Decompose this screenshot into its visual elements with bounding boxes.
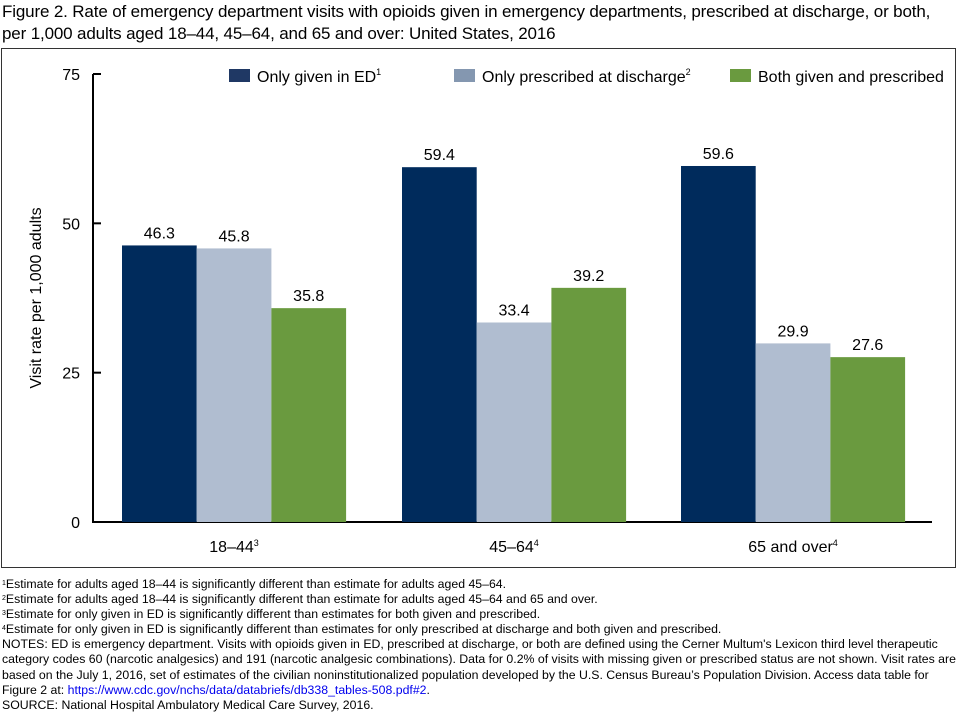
footnote-text: Estimate for adults aged 18–44 is signif…: [5, 592, 598, 607]
footnote-1: 1Estimate for adults aged 18–44 is signi…: [2, 577, 958, 592]
footnotes: 1Estimate for adults aged 18–44 is signi…: [2, 577, 958, 637]
x-tick-label: 45–644: [489, 538, 539, 556]
legend-label: Only prescribed at discharge2: [482, 67, 691, 86]
footnote-3: 3Estimate for only given in ED is signif…: [2, 607, 958, 622]
y-tick-label: 75: [62, 67, 80, 84]
x-tick-label: 18–443: [209, 538, 259, 556]
footnote-2: 2Estimate for adults aged 18–44 is signi…: [2, 592, 958, 607]
data-label: 59.6: [703, 146, 734, 163]
footnote-marker: 2: [2, 595, 6, 603]
footnote-marker: 3: [2, 610, 6, 618]
notes-text: NOTES: ED is emergency department. Visit…: [2, 637, 956, 697]
data-label: 29.9: [777, 323, 808, 340]
footnote-marker: 1: [2, 580, 6, 587]
legend-swatch: [229, 69, 250, 82]
bar: [551, 287, 627, 522]
notes-link-after: .: [426, 682, 430, 697]
chart-frame: [1, 48, 956, 568]
footnote-4: 4Estimate for only given in ED is signif…: [2, 622, 958, 637]
legend-swatch: [730, 69, 751, 82]
data-table-link[interactable]: https://www.cdc.gov/nchs/data/databriefs…: [67, 682, 427, 697]
bar: [402, 167, 477, 522]
bar: [755, 343, 831, 522]
y-tick-label: 50: [62, 216, 80, 233]
y-tick-label: 0: [71, 515, 80, 532]
legend-label: Both given and prescribed: [758, 69, 944, 86]
data-label: 27.6: [852, 337, 883, 354]
data-labels: 46.3 59.4 59.6 45.8 33.4 29.9 35.8 39.2 27.6: [144, 146, 884, 354]
bar: [196, 248, 272, 522]
x-tick-label: 65 and over4: [748, 538, 838, 556]
bar: [122, 245, 197, 522]
source-text: SOURCE: National Hospital Ambulatory Med…: [2, 697, 374, 712]
bar: [681, 165, 756, 523]
bar: [830, 357, 906, 522]
bars: [122, 165, 906, 523]
footnote-marker: 4: [2, 625, 6, 633]
notes-section: 1Estimate for adults aged 18–44 is signi…: [2, 577, 958, 713]
y-tick-label: 25: [62, 366, 80, 383]
footnote-text: Estimate for only given in ED is signifi…: [5, 622, 722, 637]
y-axis-label: Visit rate per 1,000 adults: [28, 207, 45, 388]
legend-item: Only given in ED1: [229, 67, 381, 86]
legend: Only given in ED1 Only prescribed at disc…: [229, 67, 944, 86]
legend-item: Only prescribed at discharge2: [454, 67, 691, 86]
footnote-text: Estimate for adults aged 18–44 is signif…: [5, 577, 507, 591]
data-label: 35.8: [293, 288, 324, 305]
data-label: 45.8: [218, 228, 249, 245]
notes-paragraph: NOTES: ED is emergency department. Visit…: [2, 637, 958, 697]
legend-item: Both given and prescribed: [730, 69, 944, 86]
legend-label: Only given in ED1: [257, 67, 381, 86]
data-label: 39.2: [573, 268, 604, 285]
bar: [476, 322, 552, 522]
bar: [271, 308, 347, 522]
footnote-text: Estimate for only given in ED is signifi…: [5, 607, 541, 622]
data-label: 59.4: [424, 147, 455, 164]
data-label: 33.4: [498, 302, 529, 319]
figure-title: Figure 2. Rate of emergency department v…: [2, 2, 931, 43]
data-label: 46.3: [144, 225, 175, 242]
legend-swatch: [454, 69, 475, 82]
